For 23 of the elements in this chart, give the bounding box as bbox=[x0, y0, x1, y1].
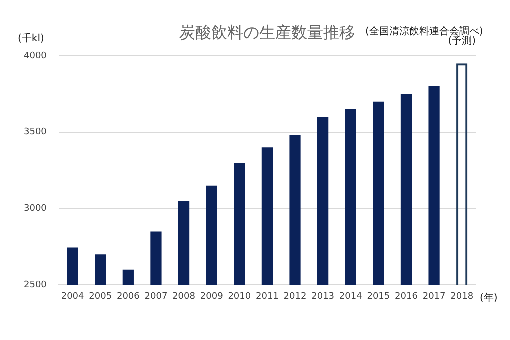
x-tick-label: 2005 bbox=[89, 292, 112, 302]
x-tick-label: 2018 bbox=[450, 292, 474, 302]
x-tick-label: 2011 bbox=[256, 292, 279, 302]
x-tick-label: 2015 bbox=[367, 292, 390, 302]
x-tick-label: 2012 bbox=[284, 292, 307, 302]
y-tick-label: 3000 bbox=[24, 204, 48, 214]
x-tick-label: 2006 bbox=[116, 292, 140, 302]
chart-title: 炭酸飲料の生産数量推移 bbox=[179, 23, 356, 42]
x-tick-label: 2017 bbox=[422, 292, 446, 302]
y-axis-title: (千kl) bbox=[18, 32, 44, 45]
x-tick-label: 2016 bbox=[395, 292, 418, 302]
y-tick-label: 3500 bbox=[24, 128, 48, 138]
x-tick-label: 2014 bbox=[339, 292, 363, 302]
y-tick-label: 2500 bbox=[24, 280, 48, 291]
x-tick-label: 2007 bbox=[144, 292, 168, 302]
y-tick-label: 4000 bbox=[24, 51, 48, 62]
x-tick-label: 2009 bbox=[200, 292, 224, 302]
x-axis-title: (年) bbox=[480, 292, 498, 304]
x-tick-label: 2010 bbox=[228, 292, 252, 302]
x-tick-label: 2008 bbox=[172, 292, 196, 302]
annotation: (予測) bbox=[448, 35, 476, 48]
x-tick-label: 2004 bbox=[61, 292, 85, 302]
x-tick-label: 2013 bbox=[312, 292, 335, 302]
